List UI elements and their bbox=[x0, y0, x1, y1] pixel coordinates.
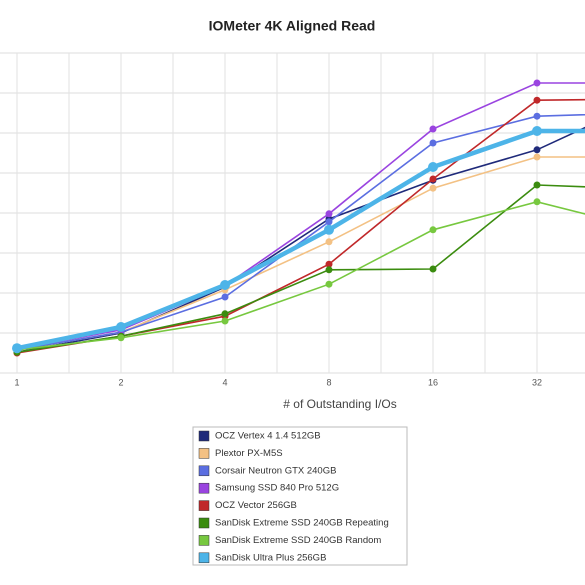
x-tick-label: 2 bbox=[118, 377, 123, 387]
data-point bbox=[429, 175, 437, 183]
x-tick-label: 32 bbox=[532, 377, 542, 387]
legend-label: Plextor PX-M5S bbox=[215, 448, 283, 459]
x-tick-label: 8 bbox=[326, 377, 331, 387]
data-point bbox=[324, 224, 334, 235]
data-point bbox=[221, 293, 229, 301]
data-point bbox=[533, 181, 541, 189]
data-point bbox=[325, 218, 333, 226]
data-point bbox=[325, 260, 333, 268]
series-line bbox=[16, 128, 585, 351]
legend-label: SanDisk Ultra Plus 256GB bbox=[215, 552, 326, 563]
legend-swatch bbox=[198, 430, 210, 442]
data-point bbox=[533, 146, 541, 154]
legend-label: OCZ Vertex 4 1.4 512GB bbox=[215, 431, 321, 442]
chart-title: IOMeter 4K Aligned Read bbox=[209, 18, 376, 34]
series-line bbox=[16, 200, 585, 351]
data-point bbox=[428, 162, 438, 172]
series-line bbox=[16, 113, 585, 351]
legend-swatch bbox=[198, 448, 210, 459]
legend-swatch bbox=[198, 552, 210, 564]
data-point bbox=[117, 334, 125, 342]
data-point bbox=[221, 317, 229, 325]
legend-swatch bbox=[198, 500, 210, 511]
x-axis-label: # of Outstanding I/Os bbox=[283, 397, 396, 411]
x-tick-label: 16 bbox=[428, 377, 438, 387]
data-point bbox=[220, 280, 230, 290]
data-point bbox=[533, 79, 541, 87]
legend-label: Samsung SSD 840 Pro 512G bbox=[215, 483, 339, 494]
data-point bbox=[429, 265, 437, 273]
data-point bbox=[429, 125, 437, 133]
series-line bbox=[16, 98, 585, 354]
data-point bbox=[12, 343, 22, 354]
series-line bbox=[16, 184, 585, 353]
x-tick-label: 4 bbox=[222, 377, 227, 387]
data-point bbox=[325, 238, 333, 246]
data-point bbox=[429, 226, 437, 234]
data-point bbox=[533, 96, 541, 104]
data-point bbox=[429, 184, 437, 192]
data-point bbox=[533, 112, 541, 120]
legend-swatch bbox=[198, 517, 210, 529]
data-point bbox=[429, 139, 437, 147]
legend-label: OCZ Vector 256GB bbox=[215, 500, 297, 511]
legend-label: SanDisk Extreme SSD 240GB Repeating bbox=[215, 518, 389, 529]
legend-swatch bbox=[198, 535, 210, 546]
data-point bbox=[533, 198, 541, 206]
legend-label: Corsair Neutron GTX 240GB bbox=[215, 465, 336, 476]
legend-swatch bbox=[198, 465, 210, 477]
legend-label: SanDisk Extreme SSD 240GB Random bbox=[215, 535, 381, 546]
legend-box bbox=[192, 426, 408, 566]
series-line bbox=[16, 126, 585, 353]
data-point bbox=[533, 153, 541, 161]
data-point bbox=[116, 322, 126, 332]
data-point bbox=[532, 126, 542, 136]
x-tick-label: 1 bbox=[14, 377, 19, 387]
data-point bbox=[325, 210, 333, 218]
data-point bbox=[221, 310, 229, 318]
legend-swatch bbox=[198, 482, 210, 494]
data-point bbox=[325, 266, 333, 274]
data-point bbox=[325, 280, 333, 288]
